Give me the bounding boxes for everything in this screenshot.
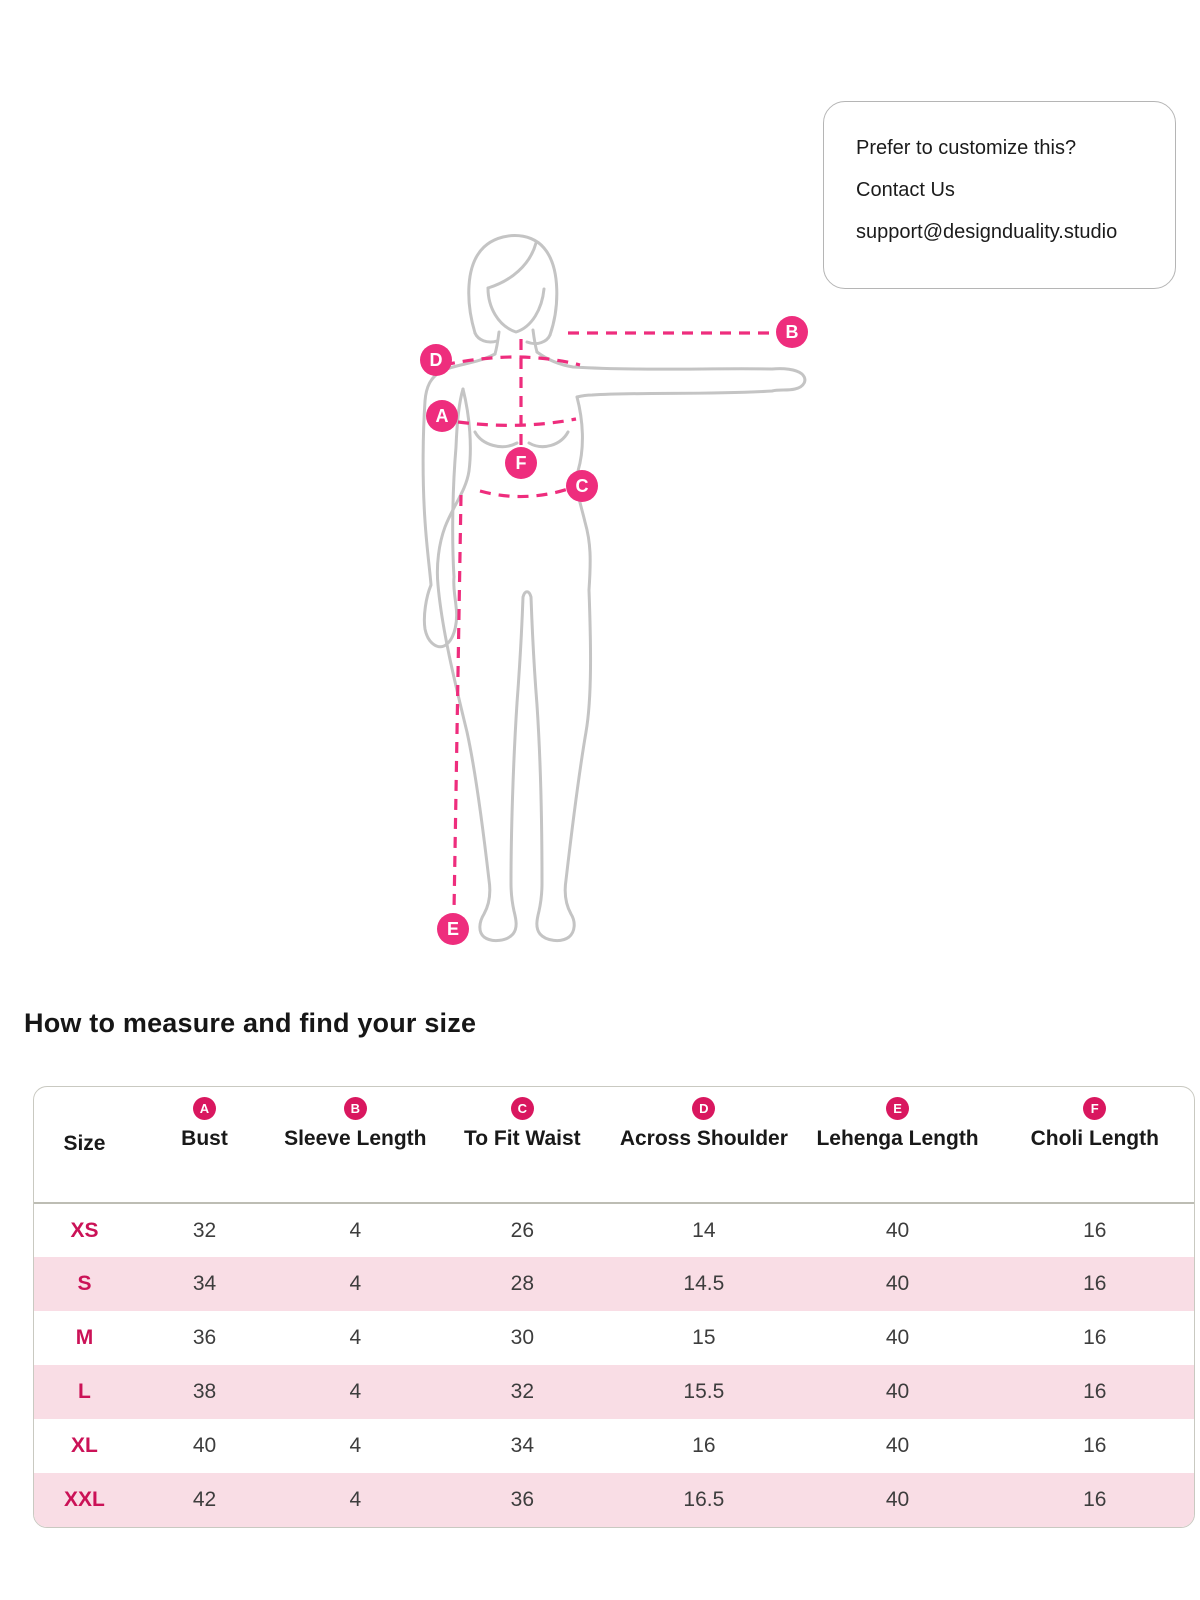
size-chart-card: Size A Bust B Sleeve Length C To Fit Waist D Acr…: [33, 1086, 1195, 1528]
measurement-value: 16: [1083, 1218, 1107, 1242]
measurement-value: 32: [192, 1218, 217, 1242]
measurement-value: 4: [349, 1488, 362, 1511]
measurement-value: 4: [349, 1272, 362, 1295]
figure-marker-d: D: [420, 344, 452, 376]
lehenga-length-line: [452, 494, 463, 912]
size-label: M: [75, 1326, 94, 1349]
figure-marker-c: C: [566, 470, 598, 502]
size-label: S: [77, 1272, 92, 1295]
size-label: L: [78, 1380, 91, 1403]
measurement-value: 34: [192, 1272, 217, 1295]
size-row-xs: XS 32 4 26 14 40 16: [34, 1203, 1194, 1257]
column-header-across-shoulder: D Across Shoulder: [608, 1087, 799, 1203]
measurement-lines: [443, 331, 774, 912]
column-header-to-fit-waist: C To Fit Waist: [436, 1087, 608, 1203]
size-row-m: M 36 4 30 15 40 16: [34, 1311, 1194, 1365]
measurement-value: 14: [692, 1218, 716, 1242]
measurement-value: 16: [1083, 1326, 1107, 1349]
measurement-value: 15.5: [683, 1380, 725, 1403]
column-header-choli-length: F Choli Length: [996, 1087, 1194, 1203]
measurement-value: 14.5: [683, 1272, 725, 1295]
marker-letter: B: [786, 322, 799, 342]
size-label: XXL: [64, 1488, 105, 1511]
marker-letter: D: [430, 350, 443, 370]
size-row-xl: XL 40 4 34 16 40 16: [34, 1419, 1194, 1473]
column-label: Choli Length: [1030, 1127, 1159, 1150]
measurement-value: 40: [885, 1488, 910, 1511]
measurement-value: 30: [510, 1326, 534, 1349]
column-label: Size: [63, 1132, 106, 1155]
measurement-value: 36: [192, 1326, 217, 1349]
column-header-lehenga-length: E Lehenga Length: [800, 1087, 996, 1203]
customize-callout-card: Prefer to customize this? Contact Us sup…: [823, 101, 1176, 289]
measurement-value: 16: [1083, 1488, 1107, 1511]
section-heading: How to measure and find your size: [24, 1008, 477, 1038]
measurement-figure-diagram: D B A F C E: [420, 234, 808, 945]
callout-contact-label: Contact Us: [856, 179, 955, 201]
size-row-l: L 38 4 32 15.5 40 16: [34, 1365, 1194, 1419]
figure-marker-e: E: [437, 913, 469, 945]
callout-question: Prefer to customize this?: [856, 137, 1077, 159]
body-outline: [421, 234, 807, 943]
measurement-value: 32: [510, 1380, 534, 1403]
size-row-xxl: XXL 42 4 36 16.5 40 16: [34, 1473, 1194, 1527]
measure-badge-e-icon: E: [886, 1097, 910, 1120]
measurement-value: 28: [510, 1272, 534, 1295]
measurement-value: 40: [885, 1380, 910, 1403]
measurement-value: 16: [692, 1434, 716, 1457]
column-label: Bust: [181, 1127, 228, 1150]
size-label: XL: [71, 1434, 98, 1457]
column-label: Across Shoulder: [619, 1127, 788, 1150]
measure-badge-f-icon: F: [1083, 1097, 1107, 1120]
measure-badge-c-icon: C: [510, 1097, 534, 1120]
bust-line: [457, 417, 577, 427]
marker-letter: F: [516, 453, 527, 473]
marker-letter: A: [436, 406, 449, 426]
measurement-value: 16: [1083, 1434, 1107, 1457]
size-label: XS: [70, 1218, 99, 1242]
measurement-value: 40: [885, 1434, 910, 1457]
measure-badge-d-icon: D: [692, 1097, 716, 1120]
column-label: To Fit Waist: [463, 1127, 581, 1150]
measurement-value: 40: [192, 1434, 217, 1457]
measurement-value: 16.5: [683, 1488, 725, 1511]
measurement-value: 42: [192, 1488, 217, 1511]
measurement-value: 38: [192, 1380, 217, 1403]
measurement-value: 16: [1083, 1272, 1107, 1295]
size-chart-body: XS 32 4 26 14 40 16 S 34 4 28 14.5 40 16 M 36 4 30 15 40 16 L…: [34, 1203, 1194, 1527]
measurement-value: 15: [692, 1326, 716, 1349]
marker-letter: E: [447, 919, 459, 939]
marker-letter: C: [576, 476, 589, 496]
measurement-value: 40: [885, 1272, 910, 1295]
figure-marker-a: A: [426, 400, 458, 432]
measurement-value: 40: [885, 1326, 910, 1349]
figure-marker-f: F: [505, 447, 537, 479]
across-shoulder-line: [443, 355, 581, 367]
measurement-value: 34: [510, 1434, 534, 1457]
size-chart-table: Size A Bust B Sleeve Length C To Fit Waist D Acr…: [34, 1087, 1194, 1527]
column-header-bust: A Bust: [135, 1087, 274, 1203]
column-header-size: Size: [34, 1087, 135, 1203]
measure-badge-a-icon: A: [193, 1097, 216, 1120]
measurement-value: 16: [1083, 1380, 1107, 1403]
measurement-value: 4: [349, 1218, 362, 1242]
measurement-value: 26: [510, 1218, 534, 1242]
callout-support-email[interactable]: support@designduality.studio: [856, 221, 1118, 243]
size-chart-header-row: Size A Bust B Sleeve Length C To Fit Waist D Acr…: [34, 1087, 1194, 1203]
column-label: Sleeve Length: [284, 1127, 427, 1150]
column-label: Lehenga Length: [816, 1127, 979, 1150]
measurement-value: 36: [510, 1488, 534, 1511]
measure-badge-b-icon: B: [343, 1097, 367, 1120]
measurement-value: 4: [349, 1326, 362, 1349]
waist-line: [479, 487, 569, 499]
column-header-sleeve-length: B Sleeve Length: [274, 1087, 436, 1203]
measurement-value: 40: [885, 1218, 910, 1242]
figure-marker-b: B: [776, 316, 808, 348]
measurement-value: 4: [349, 1380, 362, 1403]
measurement-value: 4: [349, 1434, 362, 1457]
size-row-s: S 34 4 28 14.5 40 16: [34, 1257, 1194, 1311]
